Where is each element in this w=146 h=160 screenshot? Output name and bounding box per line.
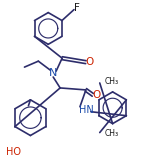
Text: F: F <box>74 3 80 13</box>
Text: O: O <box>86 57 94 67</box>
Text: CH₃: CH₃ <box>105 129 119 138</box>
Text: CH₃: CH₃ <box>105 77 119 87</box>
Text: HN: HN <box>79 105 93 115</box>
Text: N: N <box>49 68 57 78</box>
Text: O: O <box>93 90 101 100</box>
Text: HO: HO <box>6 147 21 157</box>
